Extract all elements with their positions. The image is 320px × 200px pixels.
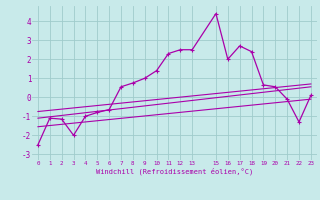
X-axis label: Windchill (Refroidissement éolien,°C): Windchill (Refroidissement éolien,°C) [96,167,253,175]
